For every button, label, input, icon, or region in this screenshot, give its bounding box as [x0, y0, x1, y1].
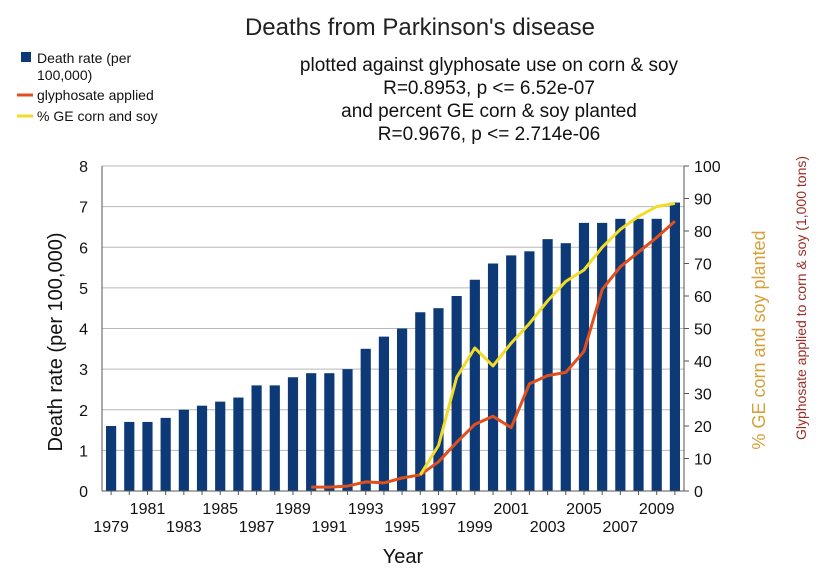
chart-subtitle-line-1: plotted against glyphosate use on corn &…	[300, 55, 679, 76]
x-tick-label: 1999	[457, 519, 493, 536]
chart-title: Deaths from Parkinson's disease	[245, 14, 595, 41]
y-tick-label: 5	[79, 281, 88, 298]
x-tick-label: 1985	[202, 501, 238, 518]
bar-1997	[433, 308, 444, 491]
bar-2007	[615, 218, 626, 491]
x-tick-label: 1979	[93, 519, 129, 536]
bar-1985	[215, 401, 226, 491]
y2-tick-label: 60	[694, 289, 712, 306]
y2-tick-label: 30	[694, 387, 712, 404]
y2-tick-label: 50	[694, 322, 712, 339]
bar-2002	[524, 251, 535, 491]
line-glyphosate	[311, 220, 676, 489]
bar-1989	[287, 377, 299, 491]
y2-axis-title-ge: % GE corn and soy planted	[749, 230, 769, 449]
x-tick-label: 2005	[566, 501, 602, 518]
legend-swatch-death-rate	[21, 52, 31, 62]
legend-label-ge: % GE corn and soy	[37, 108, 158, 124]
legend: Death rate (per 100,000) glyphosate appl…	[17, 50, 158, 124]
x-tick-label: 2007	[603, 519, 639, 536]
bar-1993	[360, 348, 371, 491]
y2-tick-label: 90	[694, 192, 712, 209]
x-tick-label: 1991	[312, 519, 348, 536]
line-ge-percent	[419, 201, 676, 476]
y-tick-label: 7	[79, 200, 88, 217]
bar-2000	[487, 263, 499, 491]
x-tick-label: 1983	[166, 519, 202, 536]
bar-1988	[269, 385, 280, 491]
bar-1998	[451, 296, 462, 491]
y2-tick-label: 40	[694, 354, 712, 371]
chart-subtitle-line-3: and percent GE corn & soy planted	[341, 101, 637, 122]
bar-1995	[397, 328, 408, 491]
y2-tick-label: 70	[694, 257, 712, 274]
chart-subtitle-line-2: R=0.8953, p <= 6.52e-07	[383, 78, 595, 99]
bar-2009	[651, 218, 662, 491]
bar-2006	[597, 222, 608, 491]
bar-1990	[306, 373, 317, 491]
y-tick-label: 2	[79, 403, 88, 420]
bar-2010	[669, 202, 680, 491]
bar-2005	[578, 222, 590, 491]
x-tick-label: 1989	[275, 501, 311, 518]
bar-1987	[251, 385, 262, 491]
bar-1983	[178, 409, 189, 491]
y-tick-label: 4	[79, 322, 88, 339]
y2-tick-label: 80	[694, 224, 712, 241]
bar-1999	[469, 279, 480, 491]
bar-2001	[506, 255, 517, 491]
bar-1979	[106, 426, 117, 491]
legend-label-death-rate-cont: 100,000)	[37, 67, 92, 83]
legend-label-death-rate: Death rate (per	[37, 50, 131, 66]
bar-1994	[378, 336, 389, 491]
bar-1980	[124, 421, 135, 491]
x-tick-label: 1987	[239, 519, 275, 536]
bar-1986	[233, 397, 244, 491]
chart-subtitle-line-4: R=0.9676, p <= 2.714e-06	[378, 124, 600, 145]
x-axis-title: Year	[383, 546, 424, 568]
y-tick-label: 3	[79, 362, 88, 379]
x-tick-label: 1993	[348, 501, 384, 518]
y-tick-label: 6	[79, 240, 88, 257]
y2-tick-label: 20	[694, 419, 712, 436]
bar-1984	[196, 405, 208, 491]
bar-1996	[415, 312, 426, 491]
y-tick-label: 0	[79, 484, 88, 501]
y2-axis-title-glyphosate: Glyphosate applied to corn & soy (1,000 …	[793, 156, 809, 440]
x-tick-label: 1981	[130, 501, 166, 518]
bar-1981	[142, 421, 153, 491]
bar-1991	[324, 373, 335, 491]
y2-tick-label: 10	[694, 452, 712, 469]
y-tick-label: 8	[79, 159, 88, 176]
y-axis-title: Death rate (per 100,000)	[45, 232, 67, 451]
y-tick-label: 1	[79, 443, 88, 460]
legend-label-glyphosate: glyphosate applied	[37, 87, 154, 103]
x-tick-label: 1997	[421, 501, 457, 518]
x-tick-label: 2001	[493, 501, 529, 518]
y2-tick-label: 100	[694, 159, 721, 176]
bar-2008	[633, 218, 644, 491]
bar-1992	[342, 369, 353, 491]
bar-1982	[160, 417, 171, 491]
bar-2004	[560, 243, 571, 491]
y2-tick-label: 0	[694, 484, 703, 501]
x-tick-label: 1995	[384, 519, 420, 536]
bar-2003	[542, 239, 553, 491]
x-tick-label: 2009	[639, 501, 675, 518]
x-tick-label: 2003	[530, 519, 566, 536]
